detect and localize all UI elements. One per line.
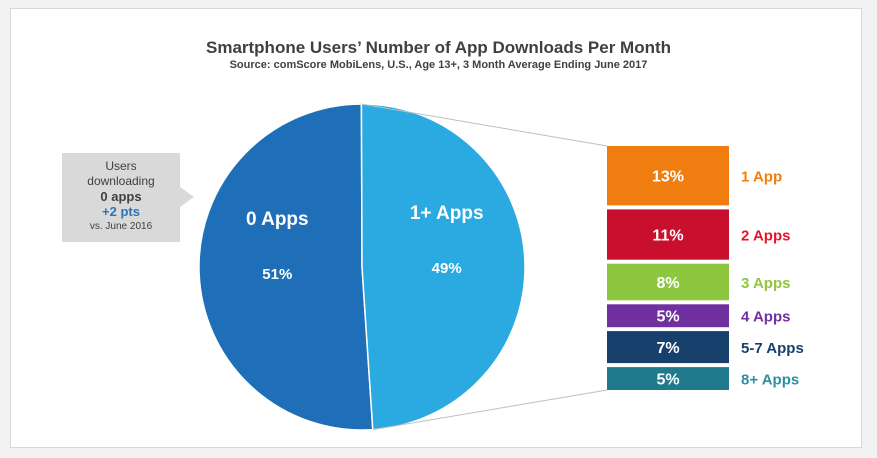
connector-line-bottom bbox=[372, 389, 608, 431]
callout-line-2: downloading bbox=[87, 174, 155, 188]
callout-box: Users downloading 0 apps +2 pts vs. June… bbox=[62, 153, 194, 242]
chart-title: Smartphone Users’ Number of App Download… bbox=[205, 38, 672, 57]
breakdown-value-1-app: 13% bbox=[652, 169, 684, 186]
callout-line-5: vs. June 2016 bbox=[89, 221, 153, 232]
breakdown-bar-3-apps bbox=[607, 263, 729, 301]
breakdown-label-1-app: 1 App bbox=[741, 169, 782, 186]
connector-line-top bbox=[361, 103, 608, 147]
breakdown-value-8plus-apps: 5% bbox=[656, 372, 679, 389]
callout-line-4: +2 pts bbox=[102, 204, 140, 219]
callout-line-1: Users bbox=[105, 159, 137, 173]
pie-label-1plus-apps: 1+ Apps bbox=[410, 203, 484, 224]
pie-value-1plus-apps: 49% bbox=[432, 260, 462, 277]
breakdown-label-5-7-apps: 5-7 Apps bbox=[741, 340, 804, 357]
pie-slice-0-apps bbox=[198, 103, 374, 431]
pie-label-0-apps: 0 Apps bbox=[246, 209, 309, 230]
breakdown-bar-8plus-apps bbox=[607, 367, 729, 390]
breakdown-value-4-apps: 5% bbox=[656, 309, 679, 326]
breakdown-label-2-apps: 2 Apps bbox=[741, 228, 790, 245]
breakdown-label-4-apps: 4 Apps bbox=[741, 309, 790, 326]
pie-value-0-apps: 51% bbox=[262, 266, 292, 283]
breakdown-value-2-apps: 11% bbox=[652, 228, 683, 245]
breakdown-bar-2-apps bbox=[607, 209, 729, 260]
pie-slice-1plus-apps bbox=[360, 103, 526, 431]
breakdown-bar-4-apps bbox=[607, 304, 729, 328]
breakdown-value-5-7-apps: 7% bbox=[656, 340, 679, 357]
callout-line-3: 0 apps bbox=[100, 189, 142, 204]
breakdown-value-3-apps: 8% bbox=[656, 275, 679, 292]
chart-subtitle: Source: comScore MobiLens, U.S., Age 13+… bbox=[229, 59, 648, 71]
breakdown-bar-5-7-apps bbox=[607, 331, 729, 364]
breakdown-bar-1-app bbox=[607, 146, 729, 206]
breakdown-label-3-apps: 3 Apps bbox=[741, 275, 790, 292]
breakdown-label-8plus-apps: 8+ Apps bbox=[741, 372, 799, 389]
